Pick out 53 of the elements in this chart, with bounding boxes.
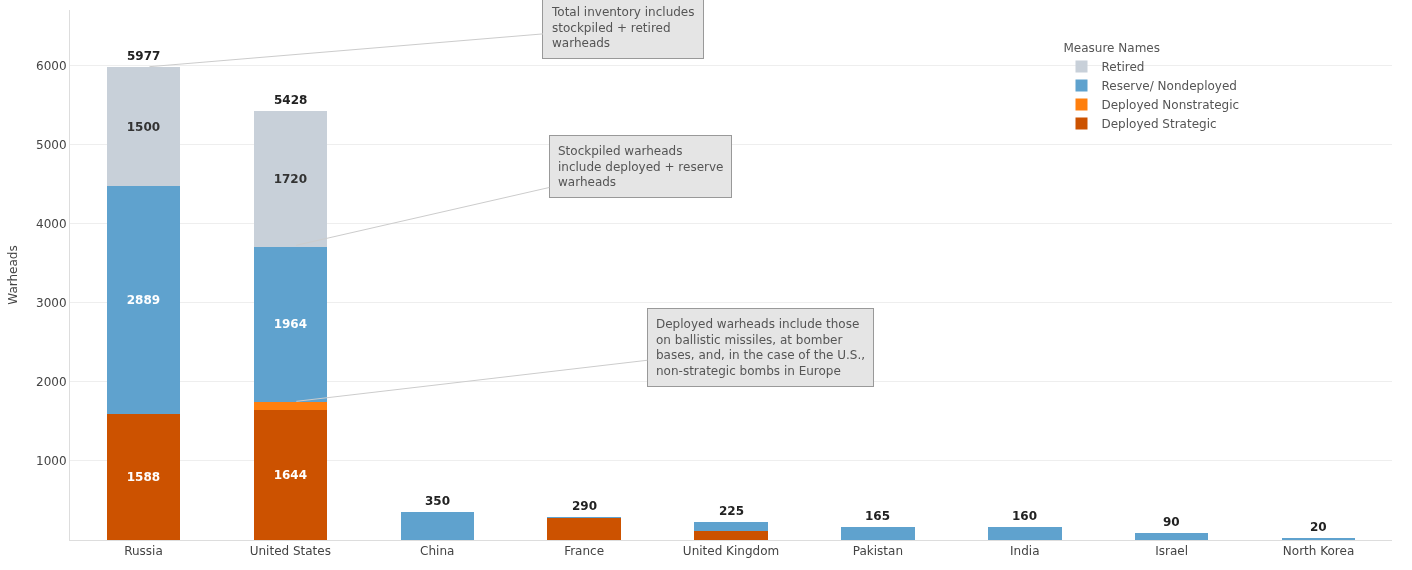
- bar: [694, 522, 768, 531]
- annotation: Total inventory includes stockpiled + retired warheads: [551, 5, 695, 51]
- y-tick-label: 1000: [36, 454, 67, 469]
- total-label: 160: [1012, 509, 1038, 523]
- bar: [253, 402, 328, 410]
- data-label: 1644: [273, 467, 308, 482]
- bar: [988, 527, 1062, 540]
- legend-label: Retired: [1101, 60, 1145, 75]
- bar: [253, 246, 328, 403]
- annotation: Deployed warheads include those on ballistic missiles, at bomber bases, and, in the case of the U.S., non-strategic bombs in Europe: [656, 317, 866, 378]
- bar: [253, 409, 328, 540]
- bar: [1134, 532, 1209, 540]
- y-tick-label: 6000: [36, 58, 67, 73]
- legend-label: Reserve/ Nondeployed: [1101, 79, 1237, 94]
- bar: [841, 526, 915, 540]
- bar: [106, 414, 181, 540]
- y-tick-label: 4000: [36, 216, 67, 231]
- x-tick-label: India: [1010, 544, 1040, 559]
- data-label: 1500: [126, 119, 161, 134]
- data-label: 1964: [273, 317, 308, 332]
- x-tick-label: Pakistan: [852, 544, 904, 559]
- total-label: 350: [425, 494, 451, 508]
- data-label: 1720: [273, 171, 308, 186]
- total-label: 20: [1310, 520, 1327, 534]
- bar: [400, 512, 474, 540]
- bar: [253, 110, 328, 247]
- y-tick-label: 3000: [36, 295, 67, 310]
- x-tick-label: United States: [249, 544, 331, 559]
- bar: [106, 185, 181, 415]
- legend-label: Deployed Nonstrategic: [1101, 98, 1240, 113]
- y-axis-title: Warheads: [6, 245, 21, 305]
- x-tick-label: North Korea: [1282, 544, 1355, 559]
- x-tick-label: China: [420, 544, 455, 559]
- total-label: 5428: [274, 93, 308, 107]
- data-label: 2889: [126, 293, 161, 308]
- data-label: 1588: [126, 470, 161, 485]
- x-tick-label: United Kingdom: [682, 544, 780, 559]
- total-label: 290: [572, 499, 598, 513]
- y-tick-label: 2000: [36, 374, 67, 389]
- legend-label: Deployed Strategic: [1101, 117, 1217, 132]
- bar: [547, 517, 621, 540]
- legend-title: Measure Names: [1063, 41, 1160, 56]
- total-label: 165: [865, 509, 891, 523]
- bar: [106, 67, 181, 186]
- bar: [694, 530, 768, 540]
- total-label: 90: [1163, 515, 1180, 529]
- y-tick-label: 5000: [36, 137, 67, 152]
- annotation: Stockpiled warheads include deployed + reserve warheads: [558, 144, 724, 190]
- total-label: 5977: [127, 49, 161, 63]
- x-tick-label: France: [564, 544, 605, 559]
- x-tick-label: Israel: [1155, 544, 1189, 559]
- total-label: 225: [719, 504, 745, 518]
- x-tick-label: Russia: [124, 544, 163, 559]
